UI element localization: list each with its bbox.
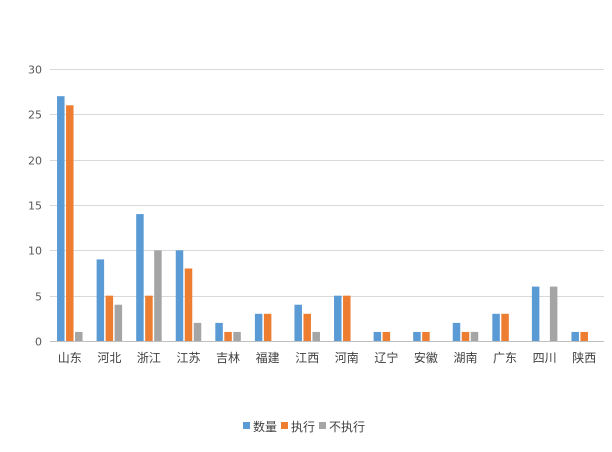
x-axis-ticks: 山东 河北 浙江 江苏 吉林 福建 江西 河南 辽宁 安徽 湖南 广东 四川 陕西 — [58, 350, 596, 365]
bar-2-10 — [422, 331, 430, 341]
x-tick-label: 河北 — [97, 351, 121, 365]
bar-1-6 — [254, 313, 263, 341]
bar-3-11 — [470, 331, 479, 341]
legend: 数量 执行 不执行 — [243, 419, 365, 434]
y-axis-ticks: 0 5 10 15 20 25 30 — [28, 64, 42, 349]
bar-1-12 — [492, 313, 500, 341]
legend-label: 数量 — [253, 419, 277, 434]
x-tick-label: 吉林 — [216, 351, 240, 365]
bar-2-9 — [382, 331, 391, 341]
x-tick-label: 福建 — [256, 350, 280, 365]
x-tick-label: 江苏 — [176, 351, 200, 365]
y-tick-label: 25 — [28, 109, 42, 122]
bar-1-1 — [57, 96, 65, 341]
bar-2-14 — [580, 331, 588, 341]
x-tick-label: 辽宁 — [374, 350, 398, 365]
y-tick-label: 15 — [28, 200, 42, 213]
x-tick-label: 安徽 — [414, 350, 438, 365]
bar-3-5 — [233, 331, 241, 341]
bar-2-12 — [501, 313, 509, 341]
legend-swatch — [243, 422, 250, 429]
bar-1-7 — [294, 304, 302, 341]
legend-label: 不执行 — [329, 420, 365, 434]
bar-2-4 — [184, 268, 193, 341]
bar-3-1 — [75, 331, 83, 341]
bar-2-2 — [105, 295, 114, 341]
x-tick-label: 山东 — [58, 351, 82, 365]
bar-1-11 — [452, 322, 461, 341]
bar-2-7 — [303, 313, 311, 341]
bar-1-10 — [413, 331, 421, 341]
x-tick-label: 河南 — [335, 350, 359, 365]
bar-2-8 — [343, 295, 351, 341]
bar-1-3 — [136, 214, 144, 341]
bar-1-2 — [96, 259, 105, 341]
bar-2-5 — [224, 331, 232, 341]
legend-swatch — [319, 422, 326, 429]
y-tick-label: 10 — [28, 245, 42, 258]
bar-1-8 — [334, 295, 342, 341]
x-tick-label: 浙江 — [137, 351, 161, 365]
bar-2-6 — [263, 313, 272, 341]
bar-2-11 — [461, 331, 470, 341]
legend-label: 执行 — [291, 420, 315, 434]
y-tick-label: 30 — [28, 64, 42, 77]
bar-1-9 — [373, 331, 382, 341]
y-tick-label: 0 — [35, 336, 42, 349]
bar-1-14 — [571, 331, 579, 341]
bar-3-4 — [193, 322, 202, 341]
x-tick-label: 湖南 — [453, 350, 477, 365]
bar-2-3 — [145, 295, 153, 341]
bar-3-13 — [549, 286, 558, 341]
x-tick-label: 四川 — [533, 351, 557, 365]
bar-3-2 — [114, 304, 123, 341]
gridlines — [50, 69, 604, 342]
legend-swatch — [281, 422, 288, 429]
bar-3-7 — [312, 331, 320, 341]
bars — [57, 96, 588, 342]
bar-1-13 — [531, 286, 540, 341]
bar-3-3 — [154, 250, 162, 341]
bar-2-1 — [66, 105, 74, 342]
y-tick-label: 20 — [28, 155, 42, 168]
y-tick-label: 5 — [35, 291, 42, 304]
x-tick-label: 陕西 — [572, 350, 596, 365]
x-tick-label: 广东 — [493, 351, 517, 365]
bar-1-5 — [215, 322, 223, 341]
x-tick-label: 江西 — [295, 351, 319, 365]
bar-1-4 — [175, 250, 184, 341]
